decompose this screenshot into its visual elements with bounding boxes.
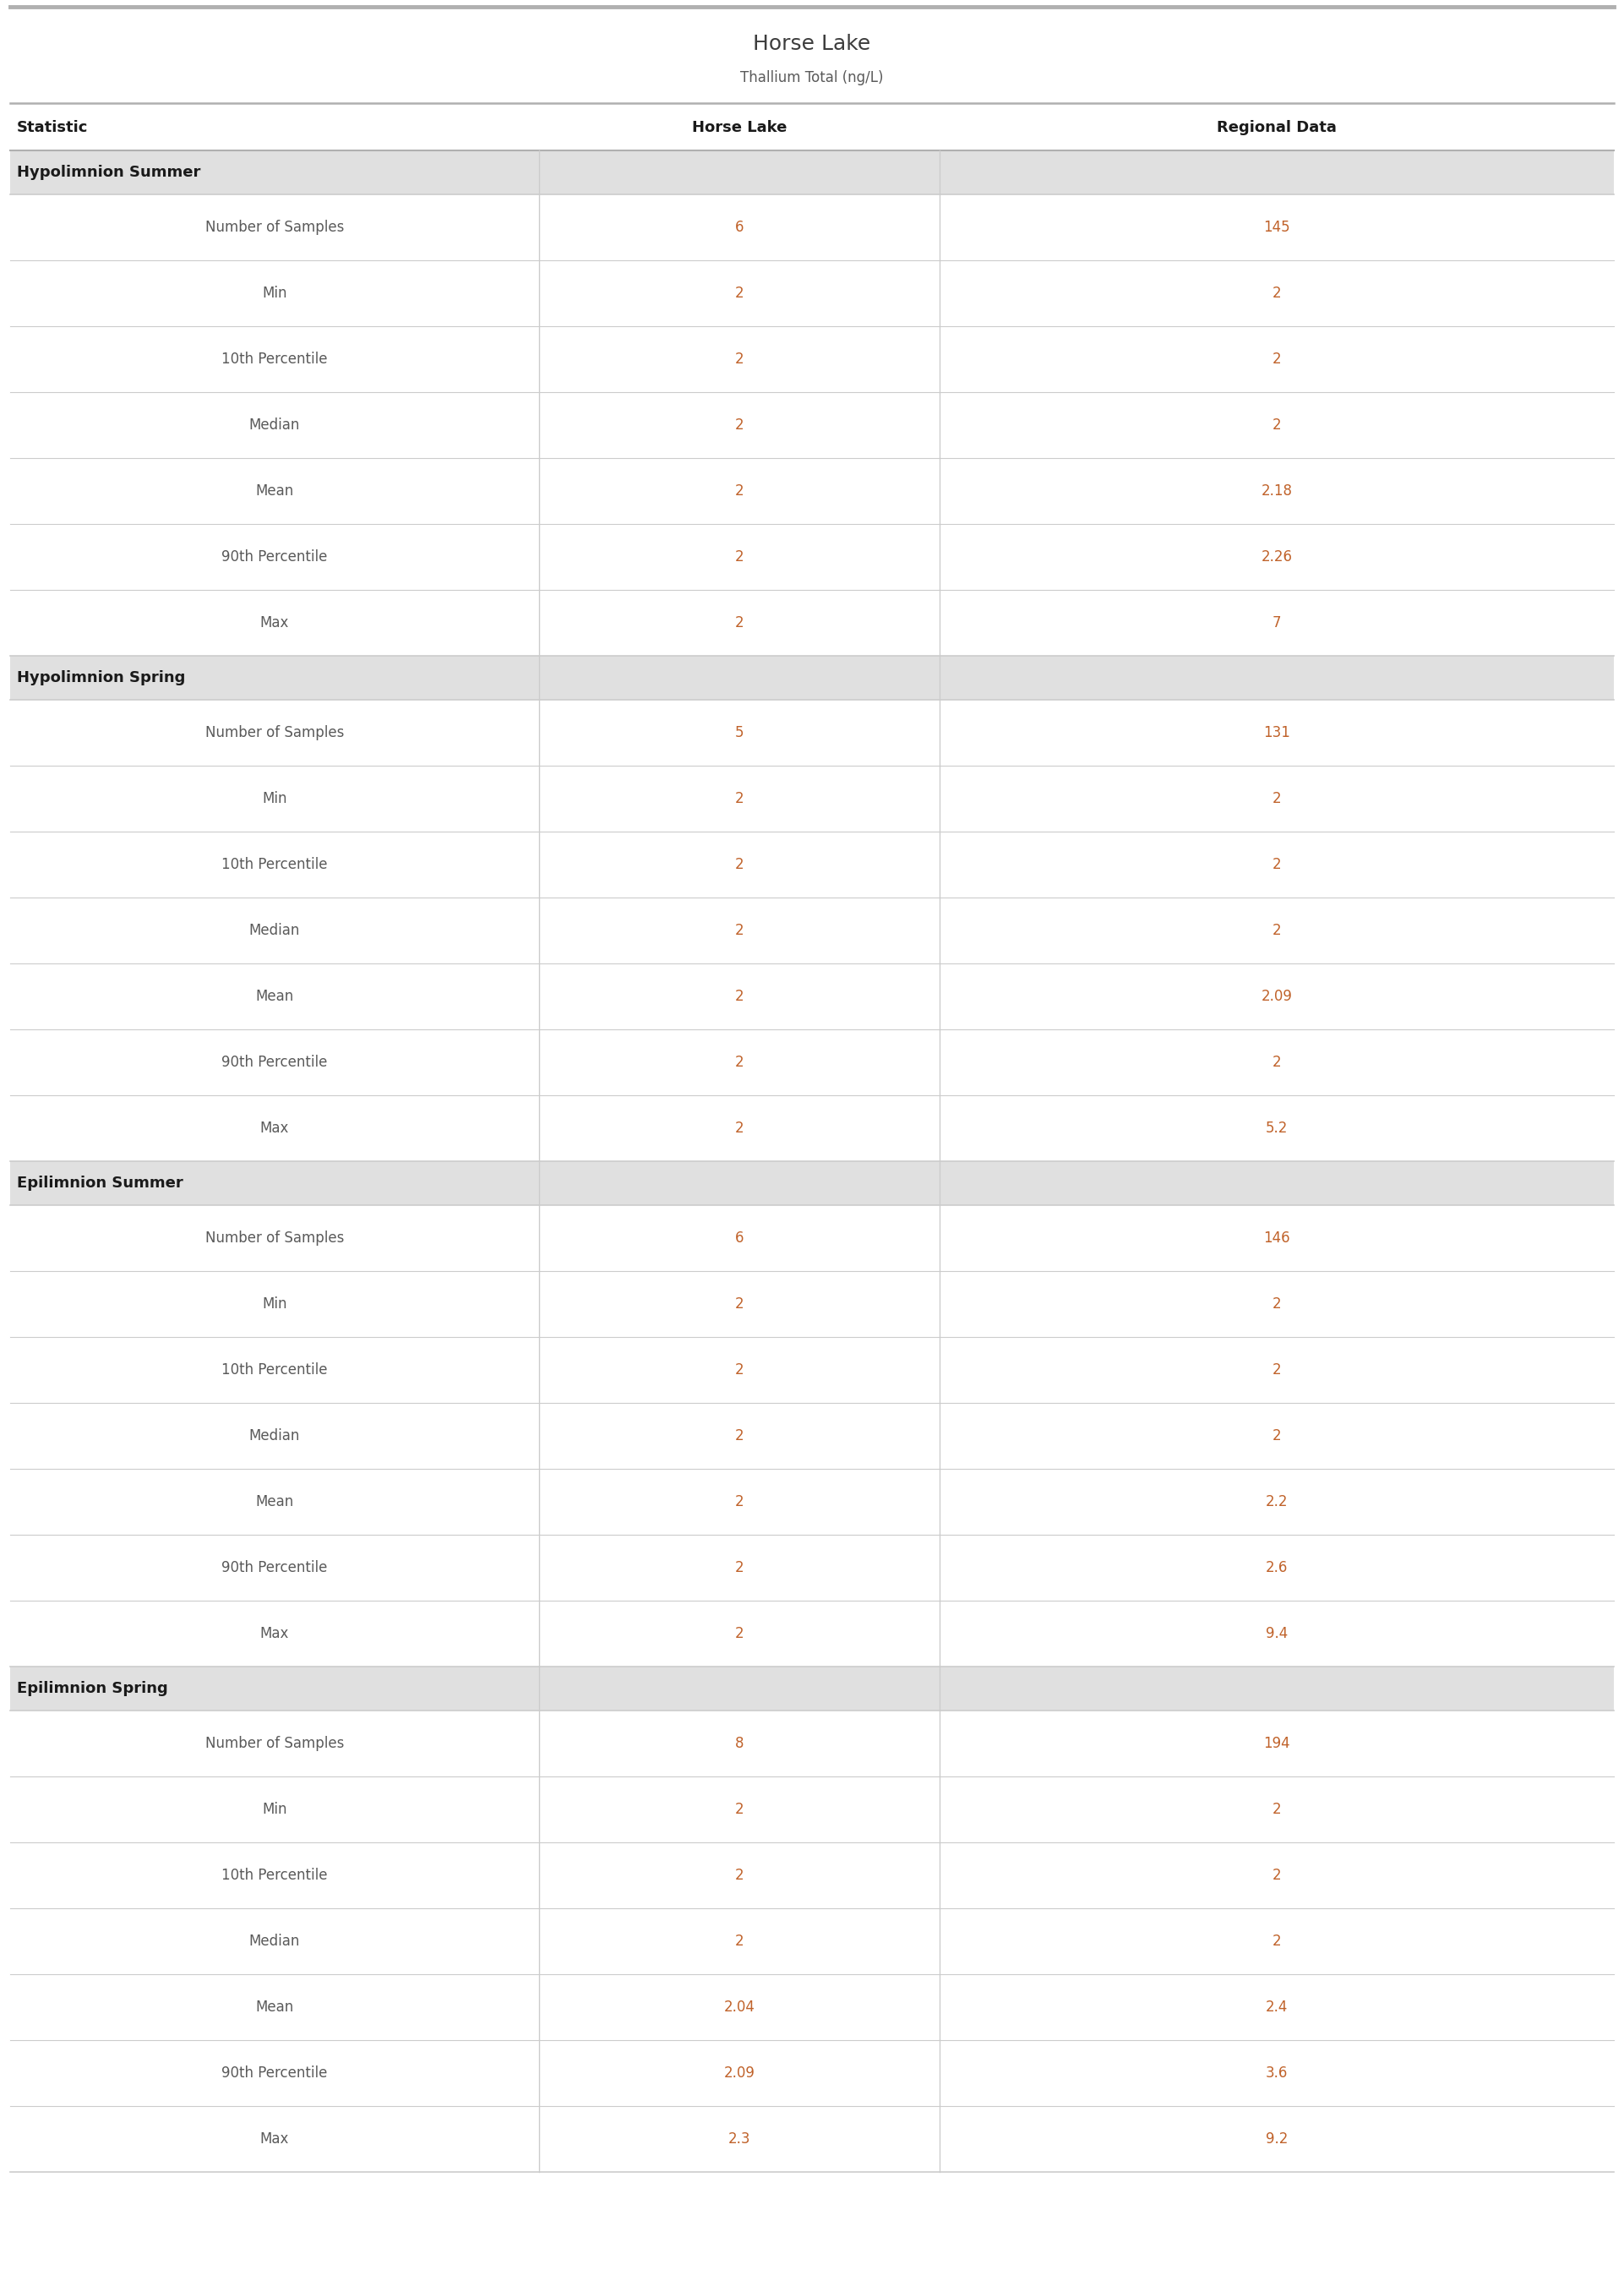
Text: Min: Min: [261, 1296, 287, 1312]
Text: 6: 6: [736, 220, 744, 234]
Text: Horse Lake: Horse Lake: [692, 120, 786, 134]
Text: 2: 2: [734, 924, 744, 938]
Text: Max: Max: [260, 1625, 289, 1641]
Text: Median: Median: [248, 1428, 300, 1444]
Text: Max: Max: [260, 1121, 289, 1135]
Text: Thallium Total (ng/L): Thallium Total (ng/L): [741, 70, 883, 86]
Text: 2: 2: [1272, 1296, 1281, 1312]
Text: 9.2: 9.2: [1265, 2132, 1288, 2147]
Text: 2: 2: [1272, 790, 1281, 806]
Text: 2.04: 2.04: [724, 2000, 755, 2016]
Text: 2: 2: [734, 1934, 744, 1950]
Text: 146: 146: [1263, 1230, 1289, 1246]
Text: 2: 2: [734, 1428, 744, 1444]
Text: Epilimnion Spring: Epilimnion Spring: [16, 1682, 167, 1696]
Text: Number of Samples: Number of Samples: [205, 220, 344, 234]
Text: 2.4: 2.4: [1265, 2000, 1288, 2016]
Text: Statistic: Statistic: [16, 120, 88, 134]
Text: 2: 2: [1272, 352, 1281, 368]
Text: 10th Percentile: 10th Percentile: [221, 858, 328, 872]
Text: 5: 5: [736, 724, 744, 740]
Text: 2: 2: [1272, 1868, 1281, 1882]
Text: Median: Median: [248, 924, 300, 938]
Text: 6: 6: [736, 1230, 744, 1246]
Text: 2: 2: [734, 615, 744, 631]
Text: 145: 145: [1263, 220, 1289, 234]
Text: 2: 2: [734, 1868, 744, 1882]
Text: 2: 2: [1272, 858, 1281, 872]
Text: 2: 2: [734, 1559, 744, 1575]
Text: 2.09: 2.09: [1262, 990, 1293, 1003]
Text: 2: 2: [734, 990, 744, 1003]
Text: 2.2: 2.2: [1265, 1494, 1288, 1510]
Bar: [10, 1666, 1614, 1712]
Text: Max: Max: [260, 615, 289, 631]
Text: 2.3: 2.3: [728, 2132, 750, 2147]
Text: 2.18: 2.18: [1262, 484, 1293, 499]
Text: Mean: Mean: [255, 2000, 294, 2016]
Text: 2: 2: [734, 1121, 744, 1135]
Text: 2: 2: [734, 549, 744, 565]
Text: 2: 2: [1272, 418, 1281, 434]
Text: 2: 2: [1272, 1934, 1281, 1950]
Bar: [10, 150, 1614, 195]
Bar: [10, 656, 1614, 699]
Text: 2: 2: [734, 790, 744, 806]
Text: 2: 2: [734, 1296, 744, 1312]
Text: Number of Samples: Number of Samples: [205, 724, 344, 740]
Text: 2.09: 2.09: [724, 2066, 755, 2082]
Text: 3.6: 3.6: [1265, 2066, 1288, 2082]
Text: 9.4: 9.4: [1265, 1625, 1288, 1641]
Text: Mean: Mean: [255, 990, 294, 1003]
Text: 90th Percentile: 90th Percentile: [221, 1559, 328, 1575]
Text: Median: Median: [248, 1934, 300, 1950]
Text: 2: 2: [734, 1056, 744, 1069]
Text: Number of Samples: Number of Samples: [205, 1230, 344, 1246]
Text: 7: 7: [1272, 615, 1281, 631]
Text: 2: 2: [1272, 1428, 1281, 1444]
Text: 10th Percentile: 10th Percentile: [221, 1868, 328, 1882]
Text: 2: 2: [734, 1362, 744, 1378]
Text: Max: Max: [260, 2132, 289, 2147]
Text: 90th Percentile: 90th Percentile: [221, 549, 328, 565]
Text: 131: 131: [1263, 724, 1289, 740]
Text: Min: Min: [261, 286, 287, 302]
Bar: [10, 1162, 1614, 1205]
Text: 2: 2: [734, 858, 744, 872]
Text: Mean: Mean: [255, 484, 294, 499]
Text: Regional Data: Regional Data: [1216, 120, 1337, 134]
Text: Horse Lake: Horse Lake: [754, 34, 870, 54]
Text: 5.2: 5.2: [1265, 1121, 1288, 1135]
Text: 2.6: 2.6: [1265, 1559, 1288, 1575]
Text: 8: 8: [736, 1737, 744, 1750]
Text: 2: 2: [734, 1625, 744, 1641]
Text: 2: 2: [734, 484, 744, 499]
Text: Min: Min: [261, 1802, 287, 1816]
Text: 90th Percentile: 90th Percentile: [221, 1056, 328, 1069]
Text: 2: 2: [1272, 924, 1281, 938]
Text: 2: 2: [1272, 1802, 1281, 1816]
Text: Hypolimnion Spring: Hypolimnion Spring: [16, 670, 185, 686]
Text: 2: 2: [734, 1494, 744, 1510]
Text: 10th Percentile: 10th Percentile: [221, 352, 328, 368]
Text: Number of Samples: Number of Samples: [205, 1737, 344, 1750]
Text: 2: 2: [734, 286, 744, 302]
Text: Median: Median: [248, 418, 300, 434]
Text: 2: 2: [1272, 1362, 1281, 1378]
Text: 10th Percentile: 10th Percentile: [221, 1362, 328, 1378]
Text: Hypolimnion Summer: Hypolimnion Summer: [16, 166, 201, 179]
Text: 2: 2: [734, 418, 744, 434]
Text: 2: 2: [734, 1802, 744, 1816]
Text: Mean: Mean: [255, 1494, 294, 1510]
Text: 90th Percentile: 90th Percentile: [221, 2066, 328, 2082]
Text: 2: 2: [1272, 286, 1281, 302]
Text: 2: 2: [1272, 1056, 1281, 1069]
Text: Epilimnion Summer: Epilimnion Summer: [16, 1176, 184, 1192]
Text: Min: Min: [261, 790, 287, 806]
Text: 194: 194: [1263, 1737, 1289, 1750]
Text: 2: 2: [734, 352, 744, 368]
Text: 2.26: 2.26: [1262, 549, 1293, 565]
